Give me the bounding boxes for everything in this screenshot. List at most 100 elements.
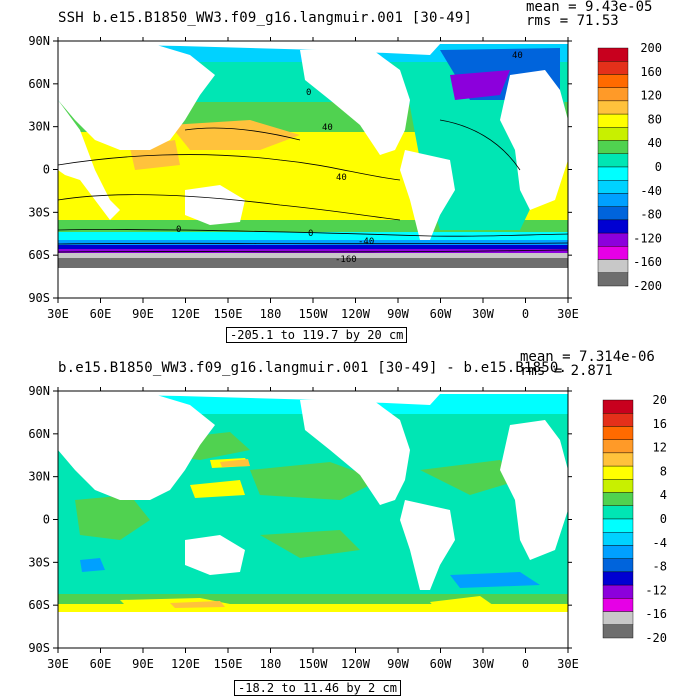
colorbar-label: 8 bbox=[660, 464, 667, 478]
colorbar-swatch bbox=[602, 532, 634, 546]
colorbar-swatch bbox=[602, 584, 634, 599]
x-tick-label: 90W bbox=[387, 307, 409, 321]
x-tick-label: 60E bbox=[90, 657, 112, 671]
svg-text:0: 0 bbox=[176, 225, 181, 235]
x-tick-label: 150W bbox=[299, 657, 329, 671]
colorbar-swatch bbox=[602, 465, 634, 480]
colorbar-swatch bbox=[597, 87, 629, 102]
x-tick-label: 180 bbox=[260, 307, 282, 321]
colorbar-label: -4 bbox=[653, 536, 667, 550]
colorbar-swatch bbox=[597, 127, 629, 141]
colorbar-label: -12 bbox=[645, 583, 667, 597]
y-tick-label: 90S bbox=[28, 291, 50, 305]
colorbar-swatch bbox=[597, 180, 629, 194]
p1-acc-band4 bbox=[58, 249, 568, 253]
x-tick-label: 120W bbox=[341, 307, 371, 321]
colorbar-swatch bbox=[597, 47, 629, 62]
colorbar-swatch bbox=[602, 439, 634, 454]
colorbar-swatch bbox=[602, 558, 634, 573]
svg-text:40: 40 bbox=[322, 123, 333, 133]
panel1-rms: rms = 71.53 bbox=[526, 13, 619, 29]
x-tick-label: 0 bbox=[522, 307, 529, 321]
colorbar-swatch bbox=[602, 399, 634, 414]
colorbar-swatch bbox=[597, 61, 629, 75]
colorbar-swatch bbox=[597, 219, 629, 234]
p1-continents bbox=[58, 40, 568, 240]
colorbar-label: 120 bbox=[640, 89, 662, 103]
colorbar-swatch bbox=[597, 259, 629, 273]
colorbar-swatch bbox=[602, 624, 634, 639]
p1-acc-band2 bbox=[58, 240, 568, 245]
x-tick-label: 30E bbox=[557, 657, 579, 671]
panel2-map: 30E 60E 90E 120E 150E 180 150W 120W 90W 60W 30W 0 30… bbox=[28, 384, 579, 671]
colorbar-label: -160 bbox=[633, 255, 662, 269]
panel2-colorbar: 20 16 12 8 4 0 -4 -8 -12 -16 -20 bbox=[602, 393, 667, 645]
colorbar-label: 4 bbox=[660, 488, 667, 502]
x-tick-label: 60W bbox=[430, 657, 452, 671]
y-tick-label: 90N bbox=[28, 384, 50, 398]
x-tick-label: 90E bbox=[132, 307, 154, 321]
x-tick-label: 120W bbox=[341, 657, 371, 671]
p1-antarctic-band bbox=[58, 258, 568, 268]
y-tick-label: 0 bbox=[43, 513, 50, 527]
colorbar-label: 0 bbox=[655, 160, 662, 174]
p2-blue-patches bbox=[80, 558, 540, 588]
colorbar-label: -40 bbox=[640, 184, 662, 198]
y-tick-label: 30S bbox=[28, 205, 50, 219]
colorbar-swatch bbox=[597, 193, 629, 207]
p2-south-band bbox=[58, 594, 568, 604]
p2-x-ticks: 30E 60E 90E 120E 150E 180 150W 120W 90W 60W 30W 0 30… bbox=[47, 387, 579, 671]
y-tick-label: 60S bbox=[28, 598, 50, 612]
y-tick-label: 60S bbox=[28, 248, 50, 262]
colorbar-swatch bbox=[602, 545, 634, 559]
svg-text:40: 40 bbox=[512, 51, 523, 61]
y-tick-label: 30N bbox=[28, 470, 50, 484]
x-tick-label: 150E bbox=[214, 307, 243, 321]
panel1-map: 0 40 40 40 0 -40 0 -160 30E 60E 90E 120E 150… bbox=[28, 34, 579, 321]
p2-y-ticks: 90N 60N 30N 0 30S 60S 90S bbox=[28, 384, 572, 655]
p1-x-ticks: 30E 60E 90E 120E 150E 180 150W 120W 90W 60W 30W 0 30… bbox=[47, 37, 579, 321]
y-tick-label: 30S bbox=[28, 555, 50, 569]
y-tick-label: 30N bbox=[28, 120, 50, 134]
colorbar-label: 16 bbox=[653, 417, 667, 431]
p1-acc-band3 bbox=[58, 245, 568, 249]
colorbar-label: 200 bbox=[640, 41, 662, 55]
colorbar-label: 40 bbox=[648, 136, 662, 150]
y-tick-label: 0 bbox=[43, 163, 50, 177]
colorbar-swatch bbox=[597, 153, 629, 168]
x-tick-label: 30E bbox=[47, 657, 69, 671]
colorbar-swatch bbox=[597, 246, 629, 260]
x-tick-label: 30W bbox=[472, 307, 494, 321]
colorbar-swatch bbox=[597, 74, 629, 88]
p1-acc-band5 bbox=[58, 253, 568, 258]
svg-text:0: 0 bbox=[306, 88, 311, 98]
colorbar-swatch bbox=[602, 505, 634, 520]
colorbar-label: 20 bbox=[653, 393, 667, 407]
x-tick-label: 180 bbox=[260, 657, 282, 671]
x-tick-label: 150E bbox=[214, 657, 243, 671]
svg-text:-40: -40 bbox=[358, 237, 374, 247]
p1-contours bbox=[57, 119, 569, 253]
colorbar-swatch bbox=[602, 518, 634, 533]
svg-text:0: 0 bbox=[308, 229, 313, 239]
p1-contour-labels: 0 40 40 40 0 -40 0 -160 bbox=[176, 51, 523, 265]
colorbar-swatch bbox=[597, 272, 629, 287]
p1-labrador-low bbox=[450, 70, 510, 100]
colorbar-swatch bbox=[602, 479, 634, 493]
x-tick-label: 30E bbox=[47, 307, 69, 321]
colorbar-label: -120 bbox=[633, 231, 662, 245]
x-tick-label: 60E bbox=[90, 307, 112, 321]
panel1-mean: mean = 9.43e-05 bbox=[526, 0, 653, 15]
colorbar-swatch bbox=[602, 413, 634, 427]
panel1-range-label: -205.1 to 119.7 by 20 cm bbox=[226, 327, 408, 343]
y-tick-label: 90S bbox=[28, 641, 50, 655]
p2-southern-yellow bbox=[58, 604, 568, 612]
colorbar-swatch bbox=[602, 426, 634, 440]
p1-kuroshio-high bbox=[170, 120, 300, 150]
x-tick-label: 90W bbox=[387, 657, 409, 671]
colorbar-swatch bbox=[602, 571, 634, 586]
x-tick-label: 60W bbox=[430, 307, 452, 321]
colorbar-swatch bbox=[597, 140, 629, 154]
colorbar-swatch bbox=[602, 611, 634, 625]
